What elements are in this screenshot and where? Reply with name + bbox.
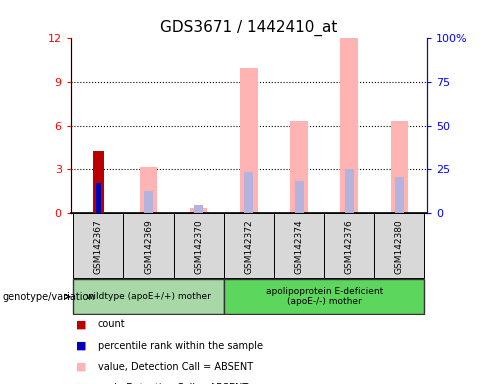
Text: GSM142370: GSM142370: [194, 220, 203, 275]
Text: apolipoprotein E-deficient
(apoE-/-) mother: apolipoprotein E-deficient (apoE-/-) mot…: [265, 287, 383, 306]
Bar: [144, 191, 153, 213]
Bar: [174, 213, 224, 278]
Bar: [224, 213, 274, 278]
Text: percentile rank within the sample: percentile rank within the sample: [98, 341, 263, 351]
Text: rank, Detection Call = ABSENT: rank, Detection Call = ABSENT: [98, 383, 248, 384]
Text: wildtype (apoE+/+) mother: wildtype (apoE+/+) mother: [86, 292, 211, 301]
Bar: [290, 121, 308, 213]
Text: GSM142380: GSM142380: [395, 220, 404, 275]
Bar: [73, 213, 123, 278]
Bar: [324, 213, 374, 278]
Bar: [224, 279, 425, 314]
Bar: [93, 151, 104, 213]
Text: count: count: [98, 319, 125, 329]
Text: GSM142376: GSM142376: [345, 220, 354, 275]
Bar: [295, 181, 304, 213]
Text: ■: ■: [76, 341, 86, 351]
Bar: [395, 177, 404, 213]
Bar: [345, 169, 354, 213]
Text: GSM142369: GSM142369: [144, 220, 153, 275]
Bar: [123, 213, 174, 278]
Text: genotype/variation: genotype/variation: [2, 291, 95, 302]
Text: ■: ■: [76, 383, 86, 384]
Bar: [140, 167, 157, 213]
Bar: [390, 121, 408, 213]
Bar: [244, 172, 253, 213]
Title: GDS3671 / 1442410_at: GDS3671 / 1442410_at: [160, 20, 338, 36]
Bar: [194, 205, 203, 213]
Bar: [94, 184, 103, 213]
Bar: [190, 208, 207, 213]
Bar: [73, 279, 224, 314]
Text: GSM142372: GSM142372: [244, 220, 253, 274]
Text: ■: ■: [76, 362, 86, 372]
Text: GSM142374: GSM142374: [295, 220, 304, 274]
Text: GSM142367: GSM142367: [94, 220, 103, 275]
Bar: [240, 68, 258, 213]
Text: value, Detection Call = ABSENT: value, Detection Call = ABSENT: [98, 362, 253, 372]
Bar: [374, 213, 425, 278]
Bar: [96, 182, 101, 213]
Bar: [274, 213, 324, 278]
Text: ■: ■: [76, 319, 86, 329]
Bar: [341, 38, 358, 213]
